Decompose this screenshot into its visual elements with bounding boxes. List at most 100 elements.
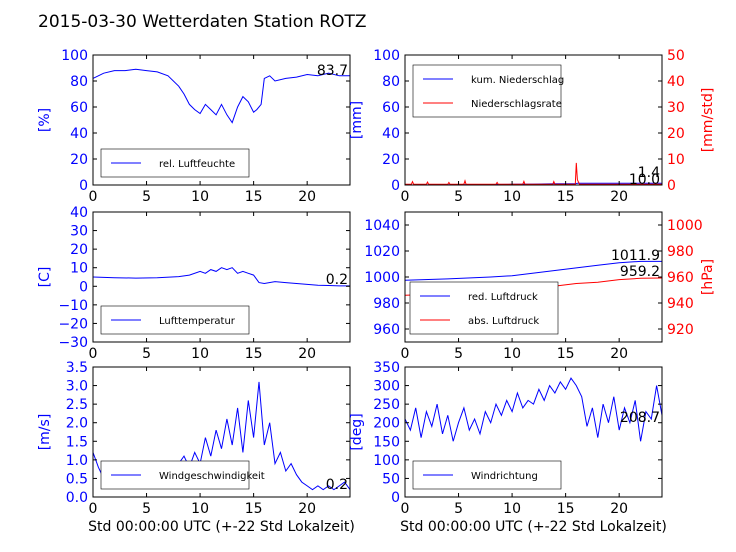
- x-tick-label: 0: [401, 346, 410, 362]
- y-tick-label: 980: [373, 296, 400, 312]
- x-tick-label: 5: [454, 501, 463, 517]
- current-value-text: 0.2: [326, 272, 348, 288]
- y2-tick-label: 10: [667, 152, 685, 168]
- legend-label: Windgeschwindigkeit: [159, 471, 265, 482]
- x-tick-label: 0: [89, 189, 98, 205]
- y-tick-label: 60: [70, 100, 88, 116]
- x-tick-label: 20: [298, 346, 316, 362]
- y2-axis-label: [mm/std]: [700, 88, 716, 153]
- x-tick-label: 10: [191, 189, 209, 205]
- y2-tick-label: 960: [667, 270, 694, 286]
- series-line-winddir-0: [405, 377, 662, 442]
- legend-label: Lufttemperatur: [159, 316, 236, 327]
- y-tick-label: 80: [70, 74, 88, 90]
- series-line-temperature-0: [93, 267, 350, 287]
- current-value-humidity: 83.7: [317, 63, 348, 79]
- x-tick-label: 20: [610, 189, 628, 205]
- y-tick-label: 0: [391, 178, 400, 194]
- y-tick-label: 3.0: [66, 379, 88, 395]
- y-tick-label: 40: [382, 126, 400, 142]
- x-tick-label: 15: [557, 189, 575, 205]
- y2-tick-label: 920: [667, 322, 694, 338]
- x-tick-label: 10: [191, 346, 209, 362]
- current-value-pressure: 959.2: [620, 264, 660, 280]
- y-tick-label: 0.5: [66, 471, 88, 487]
- x-tick-label: 15: [245, 189, 263, 205]
- legend-label: abs. Luftdruck: [468, 316, 539, 327]
- y-tick-label: 1.5: [66, 434, 88, 450]
- y-tick-label: 10: [70, 261, 88, 277]
- x-tick-label: 0: [89, 346, 98, 362]
- y-axis-label: [m/s]: [37, 414, 53, 451]
- plot-frame-temperature: [92, 211, 351, 343]
- current-value-pressure: 1011.9: [611, 248, 660, 264]
- series-line-humidity-0: [93, 68, 350, 124]
- x-axis-label-right: Std 00:00:00 UTC (+-22 Std Lokalzeit): [400, 519, 667, 535]
- y2-axis-label: [hPa]: [700, 259, 716, 295]
- y-axis-label: [mm]: [349, 101, 365, 139]
- x-tick-label: 20: [610, 346, 628, 362]
- current-value-text: 959.2: [620, 264, 660, 280]
- y-tick-label: −30: [58, 335, 88, 351]
- y-tick-label: 350: [373, 360, 400, 376]
- y2-tick-label: 20: [667, 126, 685, 142]
- x-tick-label: 10: [503, 501, 521, 517]
- y-tick-label: 100: [373, 48, 400, 64]
- y-tick-label: 100: [373, 453, 400, 469]
- legend-label: red. Luftdruck: [468, 292, 538, 303]
- y-tick-label: 1020: [364, 244, 400, 260]
- x-axis-label-left: Std 00:00:00 UTC (+-22 Std Lokalzeit): [88, 519, 355, 535]
- legend-box-precip: [412, 64, 562, 118]
- y-tick-label: 1000: [364, 270, 400, 286]
- x-tick-label: 5: [142, 346, 151, 362]
- series-line-precip-1: [405, 162, 662, 185]
- y-tick-label: 20: [382, 152, 400, 168]
- y-tick-label: 60: [382, 100, 400, 116]
- y-tick-label: 0: [391, 490, 400, 506]
- y-tick-label: 0: [79, 178, 88, 194]
- x-tick-label: 5: [454, 346, 463, 362]
- panel-temperature: 0 5 10 15 20 −30 −20 −10 0 10 20 30 40 [C] Lufttempera…: [37, 205, 351, 362]
- legend-label: Niederschlagsrate: [471, 99, 562, 110]
- x-tick-label: 20: [298, 501, 316, 517]
- plot-frame-humidity: [92, 54, 351, 186]
- y-tick-label: 20: [70, 242, 88, 258]
- x-tick-label: 15: [245, 346, 263, 362]
- x-tick-label: 5: [142, 189, 151, 205]
- y2-tick-label: 0: [667, 178, 676, 194]
- y-tick-label: 100: [61, 48, 88, 64]
- current-value-text: 10.0: [629, 172, 660, 188]
- y-axis-label: [%]: [37, 108, 53, 132]
- y2-tick-label: 980: [667, 244, 694, 260]
- y-axis-label: [C]: [37, 267, 53, 288]
- y-tick-label: 0.0: [66, 490, 88, 506]
- y-tick-label: 3.5: [66, 360, 88, 376]
- panel-precip: 0 5 10 15 20 0 20 40 60 80 100 0 10 20 30 40 50 [mm] [mm/s…: [349, 48, 716, 205]
- panel-winddir: 0 5 10 15 20050100150200250300350[deg]Windri…: [349, 360, 663, 517]
- current-value-temperature: 0.2: [326, 272, 348, 288]
- y-tick-label: −10: [58, 298, 88, 314]
- x-tick-label: 15: [557, 346, 575, 362]
- y2-tick-label: 940: [667, 296, 694, 312]
- x-tick-label: 5: [142, 501, 151, 517]
- current-value-text: 1.4: [638, 165, 660, 181]
- current-value-precip: 10.0: [629, 172, 660, 188]
- x-tick-label: 0: [401, 501, 410, 517]
- x-tick-label: 10: [191, 501, 209, 517]
- current-value-wind: 0.2: [326, 477, 348, 493]
- y-tick-label: 150: [373, 434, 400, 450]
- plot-frame-precip: [404, 54, 663, 186]
- current-value-winddir: 208.7: [620, 410, 660, 426]
- x-tick-label: 0: [89, 501, 98, 517]
- y-tick-label: 960: [373, 322, 400, 338]
- x-tick-label: 10: [503, 346, 521, 362]
- figure-title: 2015-03-30 Wetterdaten Station ROTZ: [38, 12, 367, 32]
- x-tick-label: 15: [557, 501, 575, 517]
- x-tick-label: 5: [454, 189, 463, 205]
- y-tick-label: 80: [382, 74, 400, 90]
- y-tick-label: 250: [373, 397, 400, 413]
- x-tick-label: 0: [401, 189, 410, 205]
- x-tick-label: 10: [503, 189, 521, 205]
- y-tick-label: 40: [70, 205, 88, 221]
